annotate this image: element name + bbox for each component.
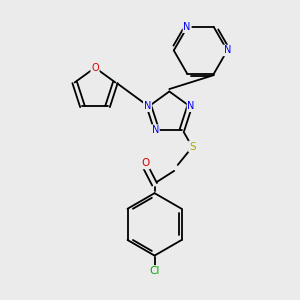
Text: N: N [224, 45, 231, 56]
Text: N: N [184, 22, 191, 32]
Text: N: N [188, 101, 195, 111]
Text: N: N [152, 125, 159, 135]
Text: O: O [142, 158, 150, 168]
Text: O: O [91, 63, 99, 73]
Text: Cl: Cl [149, 266, 160, 276]
Text: N: N [144, 101, 151, 111]
Text: S: S [189, 142, 196, 152]
